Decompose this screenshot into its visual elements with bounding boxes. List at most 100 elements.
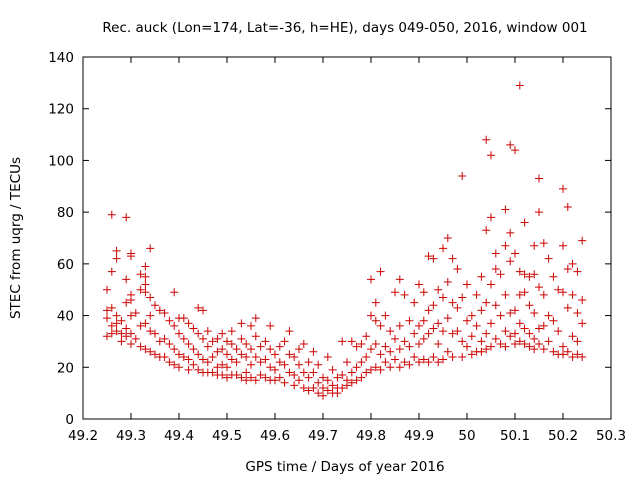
data-point [515, 290, 524, 299]
data-point [539, 290, 548, 299]
data-point [472, 290, 481, 299]
data-point [275, 373, 284, 382]
data-point [419, 288, 428, 297]
data-point [314, 378, 323, 387]
data-point [103, 332, 111, 341]
data-point [482, 226, 491, 235]
data-point [338, 371, 347, 380]
data-point [496, 311, 505, 320]
data-point [160, 308, 169, 317]
data-point [491, 265, 500, 274]
data-point [184, 365, 193, 374]
data-point [530, 308, 539, 317]
data-point [261, 373, 270, 382]
data-point [467, 332, 476, 341]
data-point [573, 308, 582, 317]
data-point [251, 376, 260, 385]
data-point [261, 337, 270, 346]
data-point [175, 363, 183, 372]
data-point [549, 347, 558, 356]
data-point [107, 321, 116, 330]
data-point [338, 337, 347, 346]
data-point [573, 337, 582, 346]
data-point [290, 352, 299, 361]
data-point [333, 373, 342, 382]
data-point [367, 345, 375, 354]
data-point [501, 290, 510, 299]
data-point [151, 350, 159, 359]
data-point [367, 365, 375, 374]
data-point [482, 345, 491, 354]
data-point [309, 347, 318, 356]
data-point [376, 365, 385, 374]
data-point [357, 373, 366, 382]
data-point [184, 355, 193, 364]
data-point [347, 368, 356, 377]
data-point [415, 340, 423, 349]
data-point [429, 254, 438, 263]
data-point [146, 244, 155, 253]
data-point [122, 324, 131, 333]
data-point [496, 340, 505, 349]
x-tick-label: 49.9 [404, 428, 434, 444]
y-tick-label: 120 [48, 102, 74, 118]
data-point [179, 334, 188, 343]
x-axis-label: GPS time / Days of year 2016 [245, 459, 444, 475]
data-point [405, 316, 414, 325]
data-point [448, 329, 457, 338]
y-tick-label: 20 [57, 360, 74, 376]
data-point [247, 360, 255, 369]
data-point [554, 327, 563, 336]
data-point [266, 321, 275, 330]
data-point [367, 275, 375, 284]
data-point [487, 342, 495, 351]
data-point [415, 358, 423, 367]
x-axis: 49.2 49.3 49.4 49.5 49.6 49.7 49.8 49.9 50 50.1 50… [68, 57, 626, 444]
data-point [458, 337, 467, 346]
data-point [453, 327, 462, 336]
data-point [165, 340, 174, 349]
data-point [223, 373, 231, 382]
data-point [544, 311, 553, 320]
data-point [107, 210, 116, 219]
data-point [463, 342, 471, 351]
data-point [285, 350, 294, 359]
data-point [194, 350, 203, 359]
data-point [165, 358, 174, 367]
data-point [141, 262, 150, 271]
data-point [232, 358, 241, 367]
data-point [477, 337, 486, 346]
data-point [544, 337, 553, 346]
data-point [323, 386, 332, 395]
x-tick-label: 49.2 [68, 428, 98, 444]
data-point [371, 298, 380, 307]
data-point [448, 352, 457, 361]
data-point [501, 342, 510, 351]
data-point [242, 340, 251, 349]
data-point [410, 329, 419, 338]
data-point [559, 342, 567, 351]
data-point [357, 358, 366, 367]
data-point [515, 337, 524, 346]
x-tick-label: 49.5 [212, 428, 242, 444]
data-point [155, 337, 164, 346]
data-point [199, 355, 207, 364]
data-point [563, 303, 572, 312]
data-point [218, 345, 227, 354]
data-point [146, 293, 155, 302]
data-point [568, 259, 577, 268]
data-point [213, 347, 222, 356]
data-point [511, 329, 519, 338]
data-point [511, 306, 519, 315]
data-point [472, 321, 481, 330]
data-point [141, 272, 150, 281]
data-point [535, 208, 543, 217]
data-point [251, 332, 260, 341]
data-point [280, 378, 289, 387]
data-point [381, 311, 390, 320]
data-point [136, 270, 145, 279]
data-point [443, 314, 452, 323]
data-point [271, 365, 279, 374]
data-point [357, 340, 366, 349]
data-point [218, 329, 227, 338]
